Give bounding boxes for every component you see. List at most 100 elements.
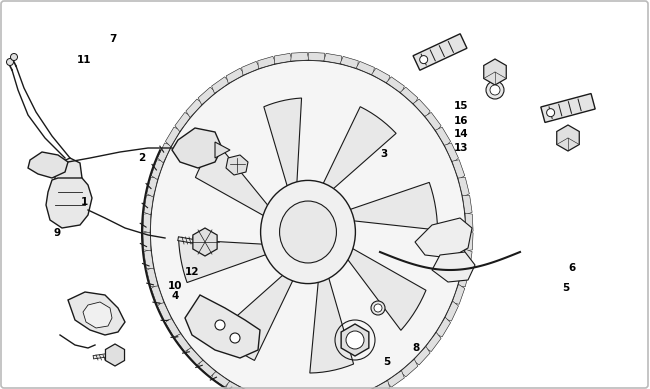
Polygon shape (193, 228, 217, 256)
Circle shape (215, 320, 225, 330)
Text: 15: 15 (454, 101, 469, 111)
Text: 5: 5 (562, 283, 569, 293)
Text: 8: 8 (412, 343, 420, 353)
Polygon shape (465, 231, 473, 251)
Circle shape (547, 109, 554, 117)
Text: 7: 7 (109, 34, 116, 44)
Polygon shape (415, 218, 472, 258)
Polygon shape (143, 231, 151, 251)
Circle shape (374, 304, 382, 312)
Circle shape (230, 333, 240, 343)
Polygon shape (186, 99, 203, 117)
Polygon shape (198, 359, 216, 377)
Polygon shape (343, 245, 426, 330)
Polygon shape (307, 52, 325, 61)
Polygon shape (166, 317, 181, 337)
Polygon shape (83, 302, 112, 328)
Circle shape (6, 58, 14, 65)
Polygon shape (196, 142, 273, 219)
Circle shape (10, 54, 18, 61)
Polygon shape (68, 292, 125, 335)
Polygon shape (452, 160, 465, 180)
Polygon shape (291, 52, 309, 61)
Polygon shape (400, 87, 418, 105)
Polygon shape (179, 239, 273, 282)
Text: 3: 3 (380, 149, 387, 159)
Polygon shape (264, 98, 302, 194)
Circle shape (486, 81, 504, 99)
Polygon shape (147, 267, 158, 287)
Polygon shape (212, 77, 229, 93)
Polygon shape (458, 267, 469, 287)
Polygon shape (144, 249, 153, 268)
Polygon shape (172, 128, 222, 168)
Polygon shape (226, 155, 248, 175)
Polygon shape (400, 359, 418, 377)
Polygon shape (175, 333, 191, 352)
Text: 6: 6 (568, 263, 576, 273)
Text: 14: 14 (454, 129, 469, 139)
Circle shape (371, 301, 385, 315)
Polygon shape (157, 143, 172, 163)
Polygon shape (458, 177, 469, 197)
Polygon shape (144, 195, 153, 215)
Polygon shape (356, 61, 374, 75)
Polygon shape (320, 107, 396, 194)
Polygon shape (105, 344, 125, 366)
Circle shape (490, 85, 500, 95)
Polygon shape (445, 143, 458, 163)
Polygon shape (55, 158, 82, 185)
Text: 16: 16 (454, 116, 469, 126)
Polygon shape (151, 284, 164, 304)
Ellipse shape (280, 201, 337, 263)
Polygon shape (541, 93, 595, 123)
Polygon shape (166, 127, 181, 147)
Polygon shape (557, 125, 579, 151)
Polygon shape (372, 380, 390, 389)
Text: 4: 4 (172, 291, 179, 301)
Polygon shape (215, 142, 230, 158)
Polygon shape (324, 53, 342, 64)
Polygon shape (212, 371, 229, 387)
Polygon shape (341, 324, 369, 356)
Ellipse shape (261, 180, 356, 284)
Polygon shape (425, 112, 441, 131)
Polygon shape (462, 195, 472, 215)
Polygon shape (484, 59, 506, 85)
Text: 2: 2 (138, 152, 146, 163)
Polygon shape (147, 177, 158, 197)
Polygon shape (198, 87, 216, 105)
Polygon shape (175, 112, 191, 131)
Polygon shape (413, 99, 430, 117)
Text: 5: 5 (383, 357, 391, 367)
Circle shape (420, 56, 428, 64)
Polygon shape (462, 249, 472, 268)
Polygon shape (465, 213, 473, 233)
Circle shape (346, 331, 364, 349)
Polygon shape (226, 380, 244, 389)
Polygon shape (340, 56, 358, 69)
Polygon shape (258, 56, 276, 69)
Polygon shape (372, 68, 390, 84)
Text: 10: 10 (168, 281, 183, 291)
Polygon shape (436, 127, 450, 147)
Polygon shape (432, 252, 475, 282)
Polygon shape (28, 152, 68, 178)
Polygon shape (445, 301, 458, 321)
Polygon shape (226, 68, 244, 84)
Polygon shape (274, 53, 292, 64)
Polygon shape (310, 270, 354, 373)
Polygon shape (386, 77, 404, 93)
Polygon shape (242, 61, 260, 75)
Polygon shape (186, 347, 203, 365)
Text: 12: 12 (185, 267, 199, 277)
Polygon shape (386, 371, 404, 387)
Polygon shape (46, 178, 92, 228)
Polygon shape (343, 182, 437, 230)
Polygon shape (413, 347, 430, 365)
Polygon shape (143, 213, 151, 233)
Text: 11: 11 (77, 55, 92, 65)
Polygon shape (413, 34, 467, 70)
Polygon shape (218, 270, 296, 361)
Polygon shape (436, 317, 450, 337)
